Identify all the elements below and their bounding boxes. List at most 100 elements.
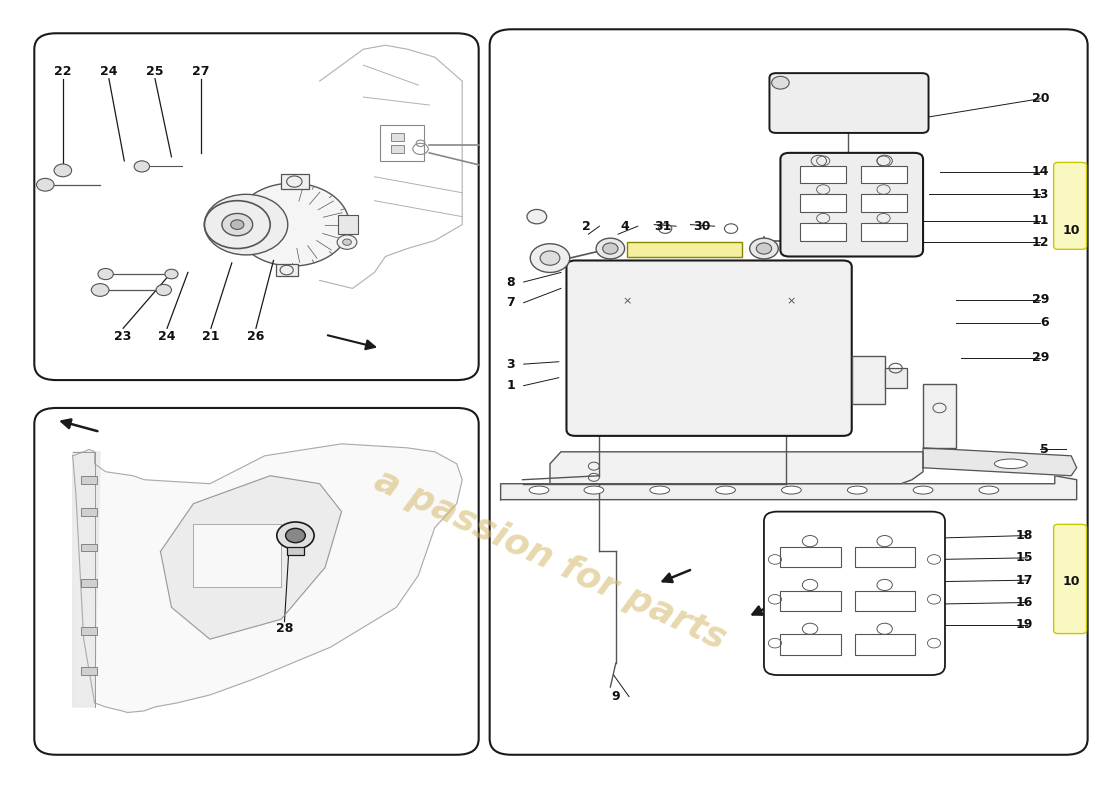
Text: a passion for parts: a passion for parts xyxy=(368,463,732,656)
Text: ×: × xyxy=(623,296,631,306)
Text: 11: 11 xyxy=(1032,214,1049,227)
Bar xyxy=(860,194,906,212)
Ellipse shape xyxy=(847,486,867,494)
Circle shape xyxy=(750,238,778,259)
Text: 9: 9 xyxy=(612,690,620,703)
Text: 31: 31 xyxy=(654,220,672,233)
Text: 24: 24 xyxy=(100,65,118,78)
Bar xyxy=(627,242,743,257)
Text: 22: 22 xyxy=(54,65,72,78)
Circle shape xyxy=(98,269,113,280)
Polygon shape xyxy=(73,452,100,707)
Text: 4: 4 xyxy=(620,220,629,233)
Text: 13: 13 xyxy=(1032,188,1049,201)
Text: 26: 26 xyxy=(248,330,265,342)
Bar xyxy=(855,634,915,655)
Circle shape xyxy=(231,220,244,230)
Polygon shape xyxy=(161,476,341,639)
Ellipse shape xyxy=(913,486,933,494)
Bar xyxy=(860,223,906,241)
Bar xyxy=(780,634,840,655)
Text: 24: 24 xyxy=(158,330,176,342)
Text: 6: 6 xyxy=(1041,316,1049,329)
Text: 27: 27 xyxy=(192,65,210,78)
Circle shape xyxy=(205,194,288,255)
Text: 29: 29 xyxy=(1032,351,1049,364)
Bar xyxy=(81,627,97,635)
Bar xyxy=(282,174,309,189)
Text: 16: 16 xyxy=(1015,596,1033,609)
FancyBboxPatch shape xyxy=(780,153,923,257)
Circle shape xyxy=(54,164,72,177)
Text: 12: 12 xyxy=(1032,236,1049,249)
Bar xyxy=(855,546,915,567)
Bar xyxy=(800,166,846,183)
Polygon shape xyxy=(550,452,923,484)
FancyBboxPatch shape xyxy=(769,73,928,133)
Ellipse shape xyxy=(584,486,604,494)
Text: ×: × xyxy=(786,296,796,306)
Text: eios: eios xyxy=(834,29,968,86)
Bar xyxy=(860,166,906,183)
Bar xyxy=(780,546,840,567)
FancyBboxPatch shape xyxy=(34,408,479,754)
Text: 20: 20 xyxy=(1032,92,1049,105)
Text: 17: 17 xyxy=(1015,574,1033,586)
Circle shape xyxy=(342,239,351,246)
Bar xyxy=(390,133,404,141)
Ellipse shape xyxy=(979,486,999,494)
Bar xyxy=(800,223,846,241)
Circle shape xyxy=(286,528,306,542)
FancyBboxPatch shape xyxy=(566,261,851,436)
Bar xyxy=(81,476,97,484)
Bar xyxy=(81,543,97,551)
Text: 15: 15 xyxy=(1015,551,1033,564)
Ellipse shape xyxy=(529,486,549,494)
Circle shape xyxy=(527,210,547,224)
Bar xyxy=(81,667,97,675)
Text: 21: 21 xyxy=(202,330,220,342)
Text: 5: 5 xyxy=(1041,443,1049,456)
Polygon shape xyxy=(500,476,1077,500)
FancyBboxPatch shape xyxy=(490,30,1088,754)
Text: 28: 28 xyxy=(276,622,294,635)
Ellipse shape xyxy=(781,486,801,494)
Circle shape xyxy=(337,235,356,250)
Text: 18: 18 xyxy=(1015,529,1033,542)
Circle shape xyxy=(235,183,349,266)
Bar xyxy=(800,194,846,212)
Text: 10: 10 xyxy=(1063,225,1080,238)
Bar xyxy=(194,523,282,587)
Circle shape xyxy=(222,214,253,236)
Circle shape xyxy=(540,251,560,266)
Text: 2: 2 xyxy=(582,220,591,233)
Ellipse shape xyxy=(716,486,736,494)
Circle shape xyxy=(134,161,150,172)
Bar xyxy=(884,368,906,388)
Circle shape xyxy=(91,284,109,296)
Text: 30: 30 xyxy=(693,220,711,233)
Text: 3: 3 xyxy=(506,358,515,370)
Bar xyxy=(276,264,298,276)
Bar xyxy=(81,508,97,515)
Text: 7: 7 xyxy=(506,296,515,310)
Text: 8: 8 xyxy=(506,275,515,289)
Bar xyxy=(338,215,358,234)
Bar xyxy=(855,590,915,611)
FancyBboxPatch shape xyxy=(1054,162,1087,250)
Text: 10: 10 xyxy=(1063,575,1080,588)
Text: 23: 23 xyxy=(114,330,132,342)
Circle shape xyxy=(530,244,570,273)
Bar xyxy=(379,125,424,161)
Text: 14: 14 xyxy=(1032,166,1049,178)
Text: 1: 1 xyxy=(506,379,515,392)
Bar xyxy=(851,356,884,404)
Ellipse shape xyxy=(994,459,1027,469)
Bar xyxy=(81,579,97,587)
FancyBboxPatch shape xyxy=(1054,524,1087,634)
Circle shape xyxy=(156,285,172,295)
FancyBboxPatch shape xyxy=(34,34,479,380)
Circle shape xyxy=(596,238,625,259)
Circle shape xyxy=(277,522,315,549)
Text: 29: 29 xyxy=(1032,293,1049,306)
